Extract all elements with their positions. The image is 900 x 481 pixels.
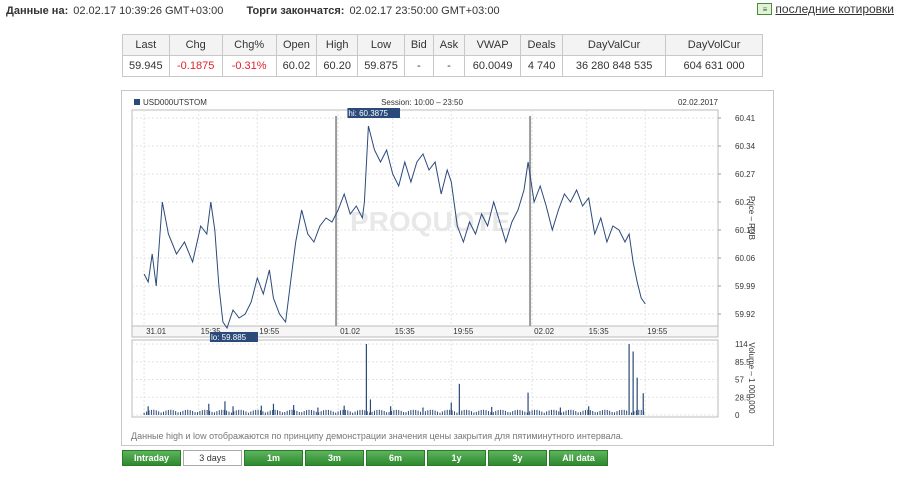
btn-3m[interactable]: 3m — [305, 450, 364, 466]
val-bid: - — [403, 55, 434, 77]
volume-tick-label: 57 — [735, 376, 744, 385]
btn-all-data[interactable]: All data — [549, 450, 608, 466]
btn-6m[interactable]: 6m — [366, 450, 425, 466]
price-tick-label: 60.06 — [735, 254, 756, 263]
price-tick-label: 60.34 — [735, 142, 756, 151]
hi-lo-note: Данные high и low отображаются по принци… — [131, 431, 624, 441]
col-open: Open — [275, 34, 318, 56]
day-separators — [335, 116, 532, 326]
price-tick-label: 59.99 — [735, 282, 756, 291]
price-volume-chart[interactable]: USD000UTSTOM Session: 10:00 – 23:50 02.0… — [122, 91, 775, 447]
lo-label-bg — [209, 332, 258, 342]
quote-header-row: Last Chg Chg% Open High Low Bid Ask VWAP… — [122, 34, 764, 56]
last-quotes-label: последние котировки — [775, 2, 894, 16]
x-tick-label: 15:35 — [395, 327, 416, 336]
chart-panel: USD000UTSTOM Session: 10:00 – 23:50 02.0… — [121, 90, 774, 446]
col-deals: Deals — [520, 34, 564, 56]
volume-plot-frame — [131, 339, 719, 418]
watermark: PROQUOTE — [350, 206, 510, 237]
btn-1y[interactable]: 1y — [427, 450, 486, 466]
session-label: Session: 10:00 – 23:50 — [381, 98, 463, 107]
x-tick-label: 02.02 — [534, 327, 555, 336]
last-quotes-link[interactable]: ≡ последние котировки — [757, 2, 894, 16]
val-deals: 4 740 — [520, 55, 564, 77]
col-chg: Chg — [168, 34, 223, 56]
price-tick-label: 60.41 — [735, 114, 756, 123]
price-line — [143, 125, 646, 330]
val-chg: -0.1875 — [168, 55, 223, 77]
quote-table: Last Chg Chg% Open High Low Bid Ask VWAP… — [122, 34, 764, 77]
data-timestamp-line: Данные на: 02.02.17 10:39:26 GMT+03:00 То… — [6, 5, 500, 17]
val-high: 60.20 — [316, 55, 359, 77]
quote-value-row: 59.945 -0.1875 -0.31% 60.02 60.20 59.875… — [122, 55, 764, 77]
btn-3y[interactable]: 3y — [488, 450, 547, 466]
x-tick-label: 19:55 — [453, 327, 474, 336]
col-chg-pct: Chg% — [221, 34, 277, 56]
hi-label-bg — [347, 108, 401, 118]
price-axis-title: Price – RUB — [747, 196, 756, 240]
col-vwap: VWAP — [464, 34, 522, 56]
quotes-icon: ≡ — [757, 3, 773, 15]
btn-intraday[interactable]: Intraday — [122, 450, 181, 466]
x-ticks: 31.01 15:35 19:55 01.02 15:35 19:55 02.02 15:35… — [146, 327, 668, 336]
time-axis-strip — [131, 325, 719, 338]
val-dayvalcur: 36 280 848 535 — [562, 55, 667, 77]
price-series — [143, 125, 646, 330]
price-tick-label: 59.92 — [735, 310, 756, 319]
volume-tick-label: 85.5 — [735, 358, 751, 367]
col-dayvalcur: DayValCur — [562, 34, 667, 56]
trading-end-value: 02.02.17 23:50:00 GMT+03:00 — [349, 5, 500, 17]
col-last: Last — [122, 34, 170, 56]
val-open: 60.02 — [275, 55, 318, 77]
volume-tick-label: 0 — [735, 411, 740, 420]
x-tick-label: 19:55 — [259, 327, 280, 336]
x-tick-label: 01.02 — [340, 327, 361, 336]
volume-series — [143, 344, 645, 415]
val-vwap: 60.0049 — [464, 55, 522, 77]
volume-y-ticks: 114 85.5 57 28.5 0 — [735, 340, 751, 420]
val-dayvolcur: 604 631 000 — [665, 55, 764, 77]
price-tick-label: 60.13 — [735, 226, 756, 235]
btn-1m[interactable]: 1m — [244, 450, 303, 466]
grid-lines — [132, 110, 718, 417]
hi-label: hi: 60.3875 — [348, 109, 388, 118]
data-label: Данные на: — [6, 5, 69, 17]
x-tick-label: 19:55 — [647, 327, 668, 336]
col-ask: Ask — [432, 34, 466, 56]
val-low: 59.875 — [357, 55, 405, 77]
hi-lo-markers: hi: 60.3875 lo: 59.885 — [209, 108, 401, 342]
trading-end-label: Торги закончатся: — [246, 5, 345, 17]
volume-axis-title: Volume – 1 000 000 — [747, 342, 756, 414]
price-tick-label: 60.27 — [735, 170, 756, 179]
x-tick-label: 31.01 — [146, 327, 167, 336]
period-buttons: Intraday 3 days 1m 3m 6m 1y 3y All data — [122, 450, 608, 466]
volume-tick-label: 114 — [735, 340, 748, 349]
btn-3-days[interactable]: 3 days — [183, 450, 242, 466]
volume-tick-label: 28.5 — [735, 393, 751, 402]
price-tick-label: 60.2 — [735, 198, 751, 207]
val-last: 59.945 — [122, 55, 170, 77]
val-chg-pct: -0.31% — [221, 55, 277, 77]
x-tick-label: 15:35 — [201, 327, 222, 336]
col-dayvolcur: DayVolCur — [665, 34, 764, 56]
col-bid: Bid — [403, 34, 434, 56]
lo-label: lo: 59.885 — [211, 333, 247, 342]
chart-date-label: 02.02.2017 — [678, 98, 719, 107]
ticker-label: USD000UTSTOM — [143, 98, 207, 107]
col-low: Low — [357, 34, 405, 56]
data-value: 02.02.17 10:39:26 GMT+03:00 — [73, 5, 224, 17]
col-high: High — [316, 34, 359, 56]
ticker-legend-swatch — [134, 99, 140, 105]
price-y-ticks: 60.41 60.34 60.27 60.2 60.13 60.06 59.99 59.92 — [718, 114, 756, 319]
x-tick-label: 15:35 — [589, 327, 610, 336]
val-ask: - — [432, 55, 466, 77]
